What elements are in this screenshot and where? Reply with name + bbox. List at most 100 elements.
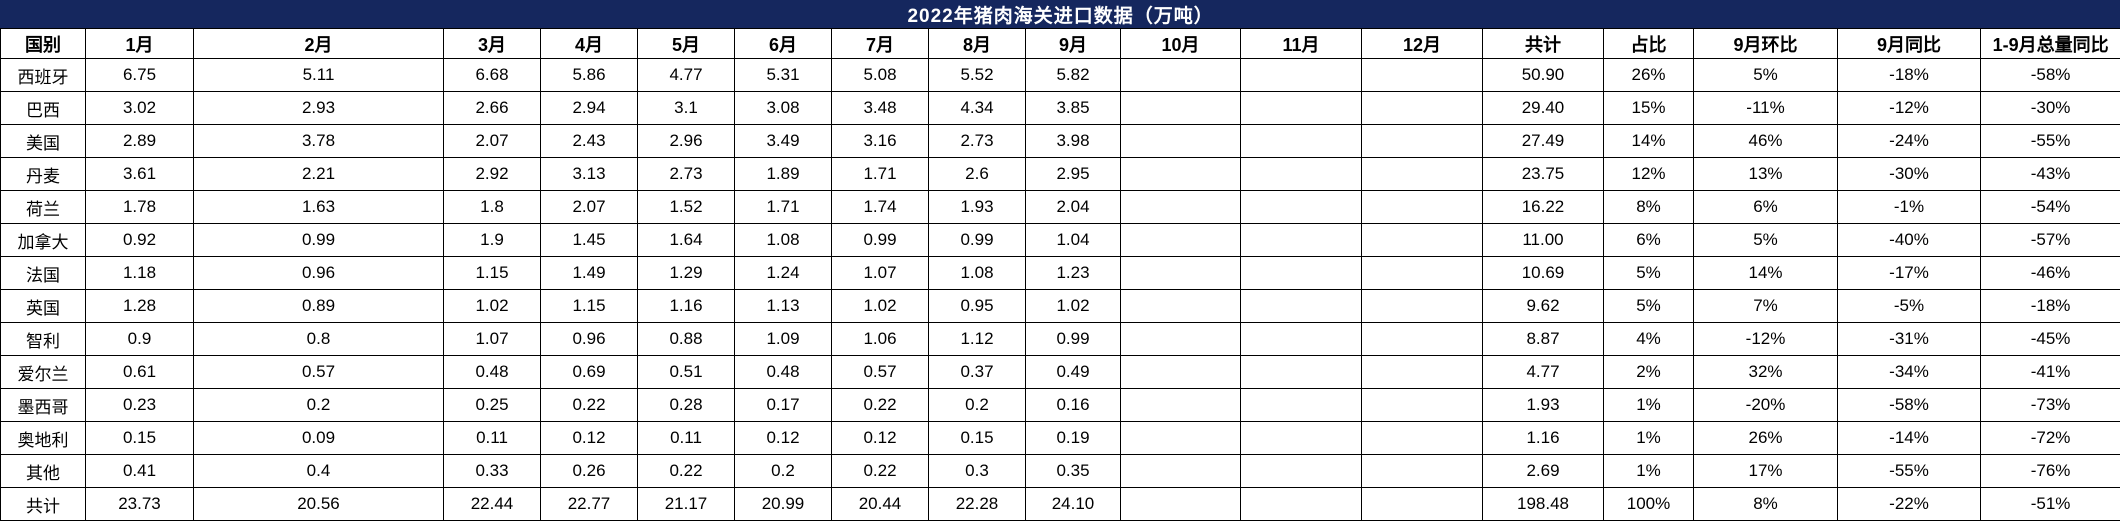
value-cell[interactable] <box>1241 92 1362 125</box>
value-cell[interactable]: 8% <box>1694 488 1838 521</box>
value-cell[interactable]: 0.49 <box>1026 356 1121 389</box>
value-cell[interactable]: 2.73 <box>638 158 735 191</box>
value-cell[interactable]: 3.16 <box>832 125 929 158</box>
value-cell[interactable]: -14% <box>1838 422 1981 455</box>
value-cell[interactable]: 0.16 <box>1026 389 1121 422</box>
value-cell[interactable]: 22.28 <box>929 488 1026 521</box>
value-cell[interactable]: 0.25 <box>444 389 541 422</box>
value-cell[interactable]: 2.07 <box>541 191 638 224</box>
country-cell[interactable]: 加拿大 <box>1 224 86 257</box>
value-cell[interactable] <box>1241 224 1362 257</box>
value-cell[interactable]: -58% <box>1981 59 2120 92</box>
value-cell[interactable] <box>1121 257 1241 290</box>
value-cell[interactable] <box>1241 455 1362 488</box>
value-cell[interactable]: 6% <box>1604 224 1694 257</box>
value-cell[interactable] <box>1121 290 1241 323</box>
value-cell[interactable]: 1.24 <box>735 257 832 290</box>
column-header-10[interactable]: 10月 <box>1121 29 1241 59</box>
value-cell[interactable] <box>1241 389 1362 422</box>
value-cell[interactable]: 14% <box>1694 257 1838 290</box>
value-cell[interactable]: 2.66 <box>444 92 541 125</box>
value-cell[interactable]: 1.89 <box>735 158 832 191</box>
column-header-11[interactable]: 11月 <box>1241 29 1362 59</box>
value-cell[interactable]: 100% <box>1604 488 1694 521</box>
value-cell[interactable]: -20% <box>1694 389 1838 422</box>
value-cell[interactable]: 0.4 <box>194 455 444 488</box>
value-cell[interactable]: 2.43 <box>541 125 638 158</box>
value-cell[interactable]: 26% <box>1694 422 1838 455</box>
value-cell[interactable] <box>1362 158 1483 191</box>
value-cell[interactable] <box>1121 455 1241 488</box>
value-cell[interactable]: 0.51 <box>638 356 735 389</box>
value-cell[interactable]: 46% <box>1694 125 1838 158</box>
value-cell[interactable]: 0.88 <box>638 323 735 356</box>
value-cell[interactable]: -76% <box>1981 455 2120 488</box>
column-header-5[interactable]: 5月 <box>638 29 735 59</box>
value-cell[interactable]: 1.71 <box>832 158 929 191</box>
value-cell[interactable]: 8.87 <box>1483 323 1604 356</box>
column-header-7[interactable]: 7月 <box>832 29 929 59</box>
country-cell[interactable]: 奥地利 <box>1 422 86 455</box>
value-cell[interactable]: 1% <box>1604 422 1694 455</box>
value-cell[interactable]: 4% <box>1604 323 1694 356</box>
value-cell[interactable] <box>1362 488 1483 521</box>
value-cell[interactable]: 5.08 <box>832 59 929 92</box>
value-cell[interactable]: 21.17 <box>638 488 735 521</box>
value-cell[interactable]: 6% <box>1694 191 1838 224</box>
value-cell[interactable]: 0.23 <box>86 389 194 422</box>
value-cell[interactable]: 15% <box>1604 92 1694 125</box>
column-header-14[interactable]: 占比 <box>1604 29 1694 59</box>
column-header-0[interactable]: 国别 <box>1 29 86 59</box>
value-cell[interactable]: 1.78 <box>86 191 194 224</box>
value-cell[interactable]: 2.95 <box>1026 158 1121 191</box>
value-cell[interactable]: 0.12 <box>735 422 832 455</box>
column-header-6[interactable]: 6月 <box>735 29 832 59</box>
value-cell[interactable]: 2% <box>1604 356 1694 389</box>
value-cell[interactable]: 1.74 <box>832 191 929 224</box>
value-cell[interactable]: 1.02 <box>832 290 929 323</box>
value-cell[interactable]: 22.77 <box>541 488 638 521</box>
value-cell[interactable]: 1.06 <box>832 323 929 356</box>
column-header-15[interactable]: 9月环比 <box>1694 29 1838 59</box>
value-cell[interactable] <box>1362 125 1483 158</box>
value-cell[interactable]: 5.86 <box>541 59 638 92</box>
value-cell[interactable] <box>1362 356 1483 389</box>
country-cell[interactable]: 墨西哥 <box>1 389 86 422</box>
column-header-9[interactable]: 9月 <box>1026 29 1121 59</box>
value-cell[interactable]: -12% <box>1694 323 1838 356</box>
value-cell[interactable]: 3.13 <box>541 158 638 191</box>
value-cell[interactable]: 29.40 <box>1483 92 1604 125</box>
value-cell[interactable]: 0.26 <box>541 455 638 488</box>
country-cell[interactable]: 共计 <box>1 488 86 521</box>
value-cell[interactable]: 1.45 <box>541 224 638 257</box>
value-cell[interactable] <box>1121 158 1241 191</box>
value-cell[interactable]: 23.73 <box>86 488 194 521</box>
value-cell[interactable]: 1.07 <box>444 323 541 356</box>
value-cell[interactable] <box>1241 158 1362 191</box>
country-cell[interactable]: 英国 <box>1 290 86 323</box>
value-cell[interactable] <box>1362 422 1483 455</box>
value-cell[interactable]: 11.00 <box>1483 224 1604 257</box>
value-cell[interactable]: 7% <box>1694 290 1838 323</box>
value-cell[interactable]: 0.19 <box>1026 422 1121 455</box>
value-cell[interactable]: -12% <box>1838 92 1981 125</box>
value-cell[interactable]: 26% <box>1604 59 1694 92</box>
value-cell[interactable]: 1.02 <box>1026 290 1121 323</box>
value-cell[interactable]: 22.44 <box>444 488 541 521</box>
value-cell[interactable]: 1% <box>1604 389 1694 422</box>
value-cell[interactable]: 1.08 <box>929 257 1026 290</box>
value-cell[interactable]: 5.82 <box>1026 59 1121 92</box>
value-cell[interactable]: -58% <box>1838 389 1981 422</box>
value-cell[interactable]: 1.93 <box>1483 389 1604 422</box>
value-cell[interactable]: -31% <box>1838 323 1981 356</box>
value-cell[interactable]: 0.57 <box>832 356 929 389</box>
value-cell[interactable]: 23.75 <box>1483 158 1604 191</box>
value-cell[interactable] <box>1121 323 1241 356</box>
value-cell[interactable]: 2.89 <box>86 125 194 158</box>
value-cell[interactable]: 0.89 <box>194 290 444 323</box>
value-cell[interactable] <box>1241 356 1362 389</box>
value-cell[interactable] <box>1121 488 1241 521</box>
value-cell[interactable] <box>1362 323 1483 356</box>
value-cell[interactable]: 1.9 <box>444 224 541 257</box>
value-cell[interactable]: 2.6 <box>929 158 1026 191</box>
